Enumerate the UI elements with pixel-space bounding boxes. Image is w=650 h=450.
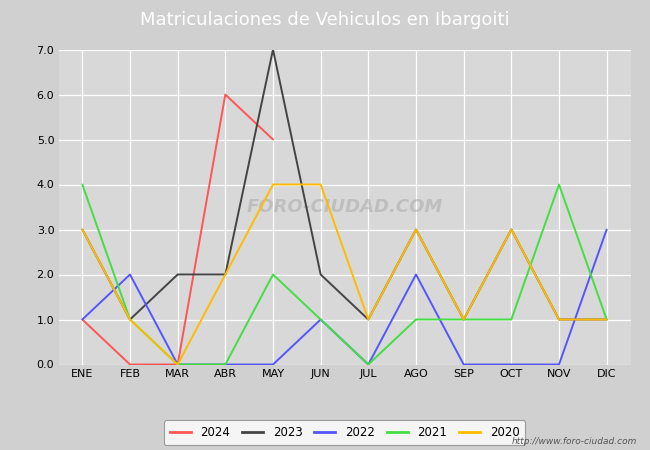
- Text: Matriculaciones de Vehiculos en Ibargoiti: Matriculaciones de Vehiculos en Ibargoit…: [140, 11, 510, 29]
- Text: http://www.foro-ciudad.com: http://www.foro-ciudad.com: [512, 436, 637, 446]
- Text: FORO-CIUDAD.COM: FORO-CIUDAD.COM: [246, 198, 443, 216]
- Legend: 2024, 2023, 2022, 2021, 2020: 2024, 2023, 2022, 2021, 2020: [164, 420, 525, 445]
